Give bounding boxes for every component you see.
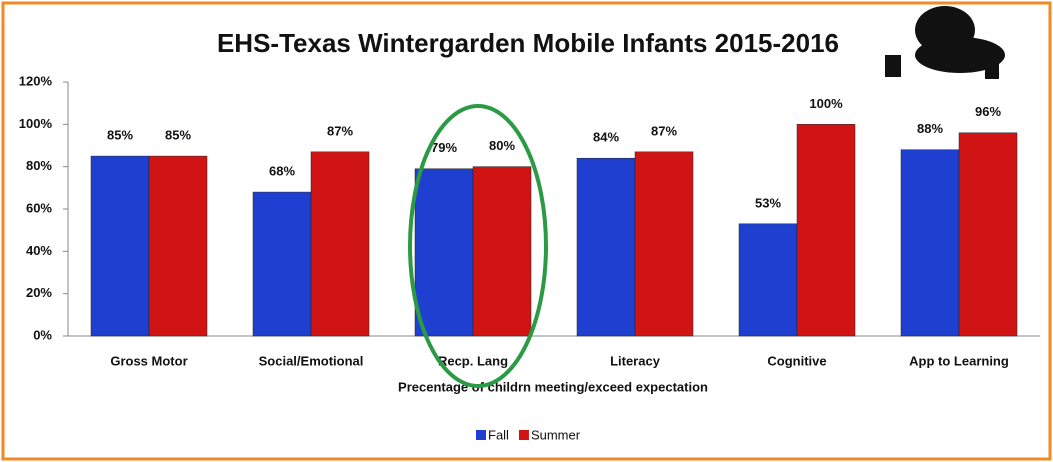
- x-tick-label: Social/Emotional: [259, 353, 364, 368]
- x-tick-label: App to Learning: [909, 353, 1009, 368]
- y-tick-label: 40%: [26, 243, 52, 258]
- value-label: 85%: [165, 128, 191, 143]
- value-label: 87%: [651, 123, 677, 138]
- y-tick-label: 60%: [26, 200, 52, 215]
- legend-swatch: [476, 430, 486, 440]
- y-tick-label: 20%: [26, 285, 52, 300]
- x-tick-label: Recp. Lang: [438, 353, 508, 368]
- y-tick-label: 100%: [19, 116, 53, 131]
- x-tick-label: Cognitive: [767, 353, 826, 368]
- value-label: 79%: [431, 140, 457, 155]
- y-tick-label: 0%: [33, 327, 52, 342]
- legend-label: Summer: [531, 427, 581, 442]
- bar: [311, 152, 369, 336]
- y-tick-label: 80%: [26, 158, 52, 173]
- legend-swatch: [519, 430, 529, 440]
- value-label: 84%: [593, 130, 619, 145]
- bar: [577, 158, 635, 336]
- value-label: 88%: [917, 121, 943, 136]
- bar: [901, 150, 959, 336]
- value-label: 87%: [327, 123, 353, 138]
- value-label: 80%: [489, 138, 515, 153]
- bar: [91, 156, 149, 336]
- bar: [635, 152, 693, 336]
- x-tick-label: Literacy: [610, 353, 661, 368]
- value-label: 96%: [975, 104, 1001, 119]
- bar: [253, 192, 311, 336]
- chart-title: EHS-Texas Wintergarden Mobile Infants 20…: [217, 28, 839, 58]
- bar: [473, 167, 531, 336]
- bar: [797, 124, 855, 336]
- bar: [959, 133, 1017, 336]
- bar: [149, 156, 207, 336]
- value-label: 68%: [269, 164, 295, 179]
- y-tick-label: 120%: [19, 73, 53, 88]
- chart: EHS-Texas Wintergarden Mobile Infants 20…: [0, 0, 1053, 462]
- value-label: 85%: [107, 128, 133, 143]
- value-label: 53%: [755, 195, 781, 210]
- bar: [739, 224, 797, 336]
- x-axis-title: Precentage of childrn meeting/exceed exp…: [398, 379, 708, 394]
- legend-label: Fall: [488, 427, 509, 442]
- value-label: 100%: [809, 96, 843, 111]
- x-tick-label: Gross Motor: [110, 353, 187, 368]
- bar: [415, 169, 473, 336]
